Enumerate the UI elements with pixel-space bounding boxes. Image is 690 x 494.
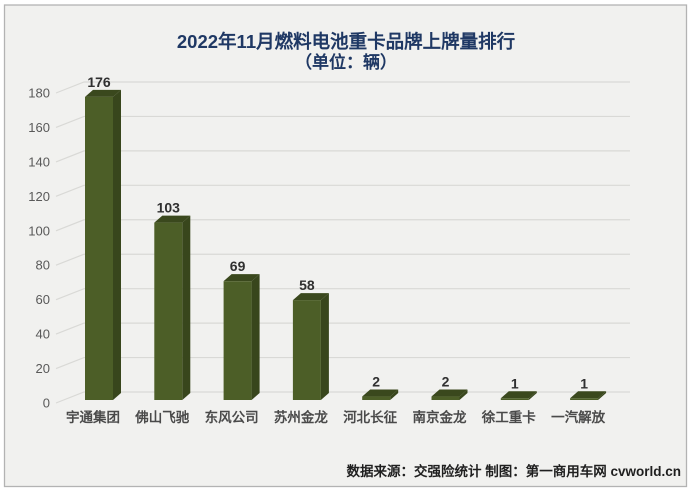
x-axis-category-label: 河北长征 — [343, 409, 397, 425]
bar-value-label: 103 — [157, 200, 181, 216]
chart-title: 2022年11月燃料电池重卡品牌上牌量排行 — [177, 31, 516, 52]
gridline — [55, 184, 630, 197]
y-axis-tick-label: 80 — [36, 258, 50, 273]
x-axis-labels-layer: 宇通集团 佛山飞驰 东风公司 苏州金龙 河北长征 南京金龙 徐工重卡 一汽解放 — [66, 409, 606, 425]
bar-side-face — [459, 389, 468, 400]
y-axis-tick-label: 120 — [28, 189, 50, 204]
bar-front-face — [500, 398, 529, 400]
bar: 2 — [362, 374, 399, 400]
bar-side-face — [182, 215, 191, 400]
x-axis-category-label: 南京金龙 — [413, 409, 467, 425]
bar-top-face — [223, 274, 260, 282]
bar-top-face — [85, 89, 121, 97]
y-axis-labels-layer: 0 20 40 60 80 100 120 140 160 180 — [28, 86, 50, 411]
source-note: 数据来源：交强险统计 制图：第一商用车网 cvworld.cn — [346, 463, 681, 479]
bar-top-face — [362, 389, 399, 397]
bar-front-face — [292, 300, 321, 400]
gridline — [55, 81, 630, 94]
bar-top-face — [500, 391, 537, 399]
gridline — [55, 150, 630, 163]
x-axis-category-label: 苏州金龙 — [274, 409, 328, 425]
bar-value-label: 2 — [372, 374, 380, 390]
y-axis-tick-label: 160 — [28, 120, 50, 135]
bar-side-face — [320, 293, 329, 400]
bar: 58 — [292, 277, 329, 400]
y-axis-tick-label: 40 — [36, 327, 50, 342]
gridlines-layer — [55, 81, 630, 404]
bar: 176 — [85, 74, 121, 400]
bar-top-face — [292, 293, 329, 301]
chart-subtitle: （单位：辆） — [295, 52, 397, 72]
gridline — [55, 219, 630, 232]
bar-front-face — [570, 398, 599, 400]
bar-front-face — [362, 396, 391, 400]
y-axis-tick-label: 180 — [28, 86, 50, 101]
bar-side-face — [528, 391, 537, 400]
bar-value-label: 69 — [230, 258, 246, 274]
y-axis-tick-label: 140 — [28, 154, 50, 169]
bar-front-face — [154, 222, 183, 400]
x-axis-category-label: 徐工重卡 — [481, 409, 536, 425]
bar: 103 — [154, 200, 191, 400]
x-axis-category-label: 一汽解放 — [551, 409, 605, 425]
y-axis-tick-label: 60 — [36, 292, 50, 307]
gridline — [55, 253, 630, 266]
gridline — [55, 322, 630, 335]
bar-front-face — [431, 396, 460, 400]
y-axis-tick-label: 0 — [43, 396, 50, 411]
bar-side-face — [390, 389, 399, 400]
bar: 69 — [223, 258, 260, 400]
bar: 1 — [500, 375, 537, 400]
bar-side-face — [251, 274, 260, 400]
bar-value-label: 176 — [87, 74, 111, 90]
x-axis-category-label: 东风公司 — [205, 409, 259, 425]
bar-top-face — [570, 391, 607, 399]
bar-front-face — [223, 281, 252, 400]
gridline — [55, 115, 630, 129]
bar: 1 — [570, 375, 607, 400]
bar-value-label: 58 — [299, 277, 315, 293]
bar-front-face — [85, 96, 113, 400]
bar-side-face — [598, 391, 607, 400]
bar-top-face — [431, 389, 468, 397]
x-axis-category-label: 宇通集团 — [66, 409, 120, 425]
y-axis-tick-label: 100 — [28, 223, 50, 238]
bar-value-label: 1 — [580, 375, 588, 391]
bar-top-face — [154, 215, 191, 223]
bars-layer: 176 103 69 58 2 2 1 1 — [85, 74, 607, 400]
x-axis-category-label: 佛山飞驰 — [134, 409, 189, 425]
bar: 2 — [431, 374, 468, 400]
y-axis-tick-label: 20 — [36, 361, 50, 376]
gridline — [55, 288, 630, 301]
bar-value-label: 1 — [511, 375, 519, 391]
bar-value-label: 2 — [442, 374, 450, 390]
gridline — [55, 356, 630, 370]
bar-side-face — [113, 89, 121, 400]
